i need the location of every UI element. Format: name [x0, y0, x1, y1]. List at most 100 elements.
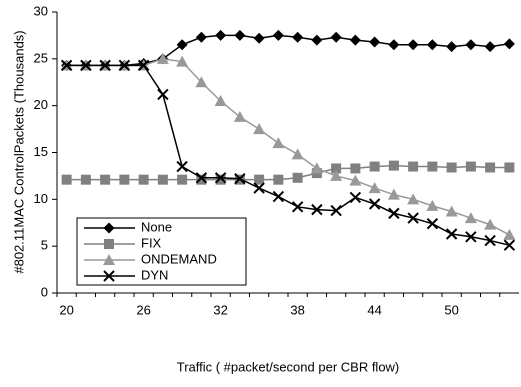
data-point [215, 29, 227, 41]
data-point [176, 160, 188, 173]
y-tick-label: 25 [34, 50, 48, 65]
y-tick-label: 20 [34, 97, 48, 112]
y-tick-label: 0 [41, 284, 48, 299]
data-point [464, 212, 477, 224]
data-point [118, 59, 131, 72]
data-point [330, 169, 343, 181]
x-tick-label: 26 [136, 302, 150, 317]
data-point [214, 94, 227, 106]
legend-label: DYN [141, 267, 168, 282]
data-point [292, 172, 303, 183]
series-line [66, 34, 510, 67]
data-point [253, 123, 266, 135]
legend-marker [103, 222, 115, 234]
data-point [426, 217, 439, 230]
data-point [291, 201, 304, 213]
data-point [292, 31, 304, 43]
data-point [100, 174, 111, 185]
data-point [503, 38, 515, 50]
data-point [445, 228, 458, 240]
y-tick-label: 10 [34, 191, 48, 206]
data-point [388, 160, 399, 171]
y-tick-label: 30 [34, 3, 48, 18]
data-point [349, 174, 362, 186]
legend-marker [104, 239, 114, 249]
legend-label: None [141, 219, 172, 234]
data-point [349, 191, 362, 204]
y-tick-label: 15 [34, 144, 48, 159]
data-point [119, 174, 130, 185]
data-point [176, 39, 188, 51]
y-axis-label: #802.11MAC ControlPackets (Thousands) [11, 30, 26, 273]
data-point [446, 162, 457, 173]
data-point [311, 34, 323, 46]
series-line [66, 164, 510, 181]
x-tick-label: 20 [59, 302, 73, 317]
y-tick-label: 5 [41, 238, 48, 253]
data-point [484, 41, 496, 53]
data-point [61, 174, 72, 185]
x-tick-label: 50 [444, 302, 458, 317]
data-point [369, 161, 380, 172]
data-point [331, 163, 342, 174]
data-point [157, 174, 168, 185]
data-point [214, 172, 227, 184]
data-point [60, 59, 73, 72]
legend-marker [103, 254, 115, 265]
series-line [66, 64, 510, 246]
data-point [253, 182, 265, 194]
data-point [80, 174, 91, 185]
data-point [408, 161, 419, 172]
data-point [272, 190, 285, 203]
data-point [427, 161, 438, 172]
data-point [177, 174, 188, 185]
data-point [503, 239, 516, 251]
data-point [465, 39, 477, 51]
data-point [254, 174, 265, 185]
data-point [465, 231, 477, 243]
data-point [291, 148, 304, 160]
data-point [310, 162, 323, 174]
data-point [465, 161, 476, 172]
data-point [368, 198, 381, 210]
data-point [426, 39, 438, 51]
data-point [387, 188, 400, 200]
x-tick-label: 32 [213, 302, 227, 317]
legend-marker [103, 270, 115, 282]
data-point [330, 204, 342, 217]
data-point [350, 163, 361, 174]
data-point [273, 174, 284, 185]
data-point [138, 174, 149, 185]
data-point [504, 162, 515, 173]
data-point [503, 228, 516, 240]
data-point [195, 172, 208, 184]
data-point [349, 34, 361, 46]
data-point [196, 174, 207, 185]
data-point [407, 193, 420, 205]
data-point [137, 59, 150, 72]
data-point [445, 205, 458, 217]
data-point [330, 31, 342, 43]
data-point [253, 32, 265, 44]
data-point [156, 52, 169, 64]
data-point [80, 59, 92, 72]
data-point [195, 31, 207, 43]
x-tick-label: 38 [290, 302, 304, 317]
data-point [272, 137, 285, 149]
data-point [407, 212, 419, 224]
data-point [369, 36, 381, 48]
data-point [157, 88, 169, 101]
data-point [426, 199, 439, 211]
data-point [484, 234, 496, 247]
data-point [388, 207, 400, 220]
data-point [484, 218, 497, 230]
data-point [485, 162, 496, 173]
data-point [407, 39, 419, 51]
data-point [233, 110, 246, 122]
data-point [234, 173, 246, 185]
x-tick-label: 44 [367, 302, 381, 317]
x-axis-label: Traffic ( #packet/second per CBR flow) [177, 359, 400, 374]
